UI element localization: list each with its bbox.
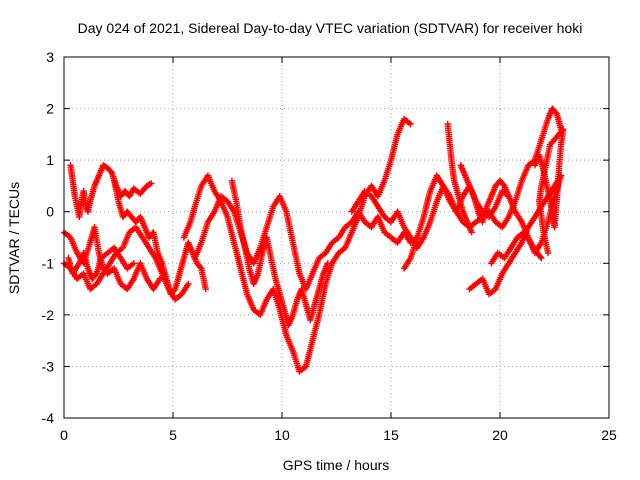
- data-point: [552, 109, 559, 116]
- y-tick-label: 2: [46, 101, 54, 117]
- grid-lines: [64, 57, 609, 418]
- y-tick-label: 0: [46, 204, 54, 220]
- data-point: [185, 280, 192, 288]
- x-tick-label: 10: [274, 427, 290, 443]
- data-point: [468, 229, 475, 236]
- data-point: [407, 120, 414, 128]
- data-point: [538, 254, 545, 262]
- y-tick-label: -3: [42, 358, 55, 374]
- y-tick-label: 3: [46, 49, 54, 65]
- plot-frame: [63, 56, 610, 419]
- data-point: [197, 264, 204, 271]
- y-tick-label: 1: [46, 152, 54, 168]
- data-points: [60, 105, 567, 375]
- chart-title: Day 024 of 2021, Sidereal Day-to-day VTE…: [78, 20, 583, 36]
- data-point: [170, 287, 178, 294]
- y-tick-label: -4: [42, 410, 55, 426]
- data-point: [544, 249, 552, 257]
- data-point: [537, 253, 544, 260]
- x-tick-label: 5: [169, 427, 177, 443]
- data-point: [505, 193, 512, 200]
- data-point: [324, 260, 331, 267]
- y-tick-label: -1: [42, 255, 55, 271]
- x-axis-label: GPS time / hours: [283, 457, 390, 473]
- data-point: [156, 275, 164, 282]
- x-tick-label: 25: [601, 427, 617, 443]
- x-tick-label: 0: [60, 427, 68, 443]
- x-tick-label: 15: [383, 427, 399, 443]
- y-axis-label: SDTVAR / TECUs: [6, 182, 22, 294]
- y-tick-label: -2: [42, 307, 55, 323]
- data-point: [130, 260, 137, 267]
- data-point: [202, 285, 209, 293]
- data-point: [148, 180, 155, 187]
- x-tick-label: 20: [492, 427, 508, 443]
